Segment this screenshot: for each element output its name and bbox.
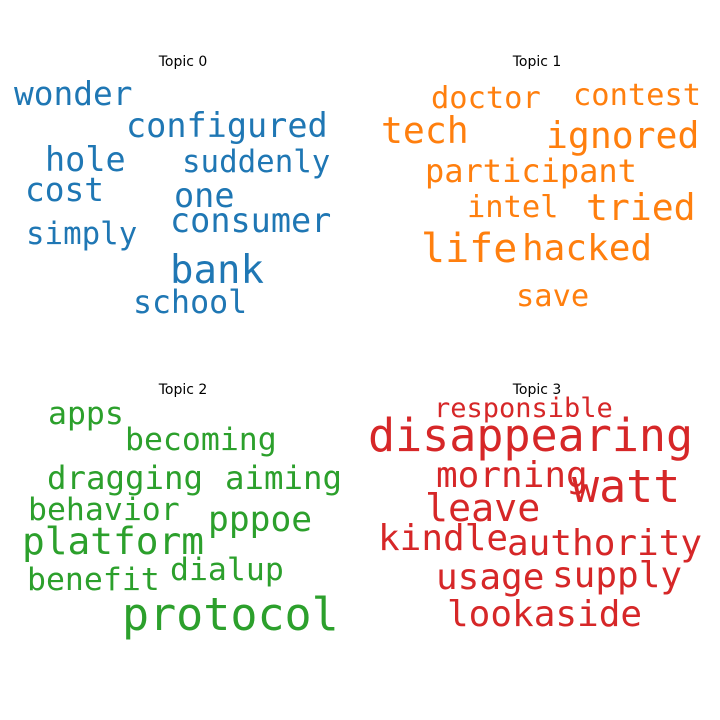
word-cost: cost	[25, 171, 104, 209]
word-tech: tech	[381, 109, 469, 152]
panel-title-topic-0: Topic 0	[158, 54, 208, 70]
word-benefit: benefit	[27, 562, 160, 598]
word-suddenly: suddenly	[182, 144, 330, 180]
word-school: school	[133, 285, 247, 321]
word-one: one	[174, 176, 235, 215]
word-morning: morning	[436, 455, 588, 496]
word-leave: leave	[425, 486, 540, 531]
word-contest: contest	[573, 78, 701, 113]
word-bank: bank	[170, 248, 264, 293]
panel-topic-1: Topic 1	[512, 54, 562, 70]
word-ignored: ignored	[546, 114, 699, 157]
word-dialup: dialup	[170, 552, 284, 588]
word-supply: supply	[552, 555, 682, 596]
panel-title-topic-2: Topic 2	[158, 382, 208, 398]
word-configured: configured	[126, 106, 328, 145]
word-dragging: dragging	[47, 459, 203, 497]
word-consumer: consumer	[170, 201, 331, 240]
panel-title-topic-3: Topic 3	[512, 382, 562, 398]
panel-topic-0: Topic 0	[158, 54, 208, 70]
word-platform: platform	[22, 519, 204, 563]
word-life: life	[421, 226, 517, 272]
word-kindle: kindle	[378, 518, 508, 559]
word-tried: tried	[586, 186, 696, 229]
word-apps: apps	[48, 396, 124, 432]
panel-topic-2: Topic 2	[158, 382, 208, 398]
word-watt: watt	[572, 460, 680, 513]
word-pppoe: pppoe	[208, 500, 312, 540]
word-hole: hole	[45, 140, 126, 179]
word-aiming: aiming	[225, 459, 342, 497]
word-protocol: protocol	[122, 588, 339, 641]
word-doctor: doctor	[431, 81, 541, 116]
panel-title-topic-1: Topic 1	[512, 54, 562, 70]
word-participant: participant	[425, 152, 637, 190]
word-becoming: becoming	[125, 422, 277, 458]
word-disappearing: disappearing	[368, 409, 693, 462]
word-responsible: responsible	[434, 393, 613, 424]
word-authority: authority	[507, 523, 702, 564]
word-usage: usage	[436, 557, 544, 598]
panel-topic-3: Topic 3	[512, 382, 562, 398]
word-behavior: behavior	[28, 492, 180, 528]
word-intel: intel	[467, 190, 558, 225]
word-lookaside: lookaside	[447, 594, 642, 635]
word-save: save	[516, 279, 589, 314]
word-hacked: hacked	[522, 228, 652, 269]
word-simply: simply	[26, 216, 137, 252]
word-wonder: wonder	[14, 75, 132, 113]
